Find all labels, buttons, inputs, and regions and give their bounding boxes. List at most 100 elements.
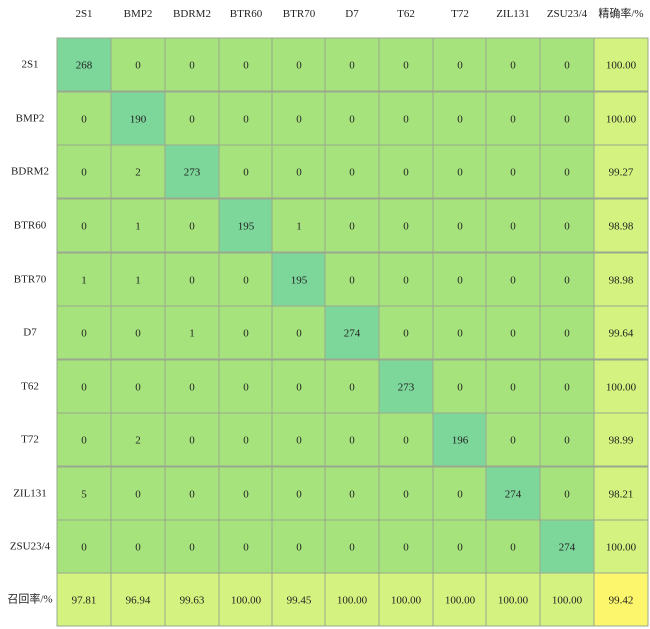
matrix-cell-value: 0 [457, 275, 463, 287]
diagonal-cell-value: 190 [130, 114, 147, 126]
diagonal-cell-rect [378, 359, 434, 414]
precision-cell-value: 98.98 [609, 221, 634, 233]
matrix-cell-value: 0 [349, 114, 355, 126]
matrix-cell-value: 0 [189, 489, 195, 501]
recall-cell-value: 96.94 [126, 595, 151, 607]
column-label: ZIL131 [496, 8, 530, 20]
precision-cell-rect [593, 466, 649, 521]
precision-cell-rect [593, 144, 649, 199]
matrix-cell-value: 0 [403, 489, 409, 501]
matrix-cell-value: 0 [296, 114, 302, 126]
row-label: D7 [23, 327, 37, 339]
matrix-cell-rect [164, 252, 220, 307]
row-label: BTR60 [14, 220, 47, 232]
diagonal-cell-value: 195 [238, 221, 255, 233]
precision-cell-value: 98.99 [609, 435, 634, 447]
recall-cell-value: 100.00 [552, 595, 583, 607]
recall-cell-value: 99.63 [180, 595, 205, 607]
matrix-cell-value: 0 [349, 221, 355, 233]
diagonal-cell-rect [432, 412, 488, 467]
matrix-cell-value: 0 [243, 114, 249, 126]
diagonal-cell-rect [56, 37, 112, 92]
matrix-cell-value: 0 [510, 435, 516, 447]
precision-cell-rect [593, 412, 649, 467]
matrix-cell-rect [164, 519, 220, 574]
matrix-cell-value: 0 [403, 114, 409, 126]
matrix-cell-rect [432, 519, 488, 574]
matrix-cell-value: 0 [189, 275, 195, 287]
recall-cell-rect [324, 572, 380, 627]
matrix-cell-rect [485, 252, 541, 307]
matrix-cell-value: 0 [510, 328, 516, 340]
matrix-cell-rect [56, 91, 112, 146]
precision-cell-rect [593, 305, 649, 360]
recall-cell-rect [110, 572, 166, 627]
matrix-cell-value: 0 [457, 542, 463, 554]
precision-cell-value: 98.98 [609, 275, 634, 287]
matrix-cell-value: 0 [403, 221, 409, 233]
matrix-cell-rect [485, 305, 541, 360]
matrix-cell-value: 0 [564, 328, 570, 340]
overall-accuracy-cell-rect [593, 572, 649, 627]
matrix-cell-value: 0 [457, 60, 463, 72]
recall-cell-rect [56, 572, 112, 627]
diagonal-cell-rect [271, 252, 327, 307]
matrix-cell-rect [56, 519, 112, 574]
row-label: BDRM2 [11, 166, 49, 178]
matrix-cell-rect [324, 198, 380, 253]
matrix-cell-rect [485, 144, 541, 199]
recall-cell-value: 97.81 [72, 595, 97, 607]
row-label: BMP2 [16, 113, 45, 125]
diagonal-cell-value: 196 [452, 435, 469, 447]
column-label: D7 [345, 8, 359, 20]
matrix-cell-rect [539, 412, 595, 467]
matrix-cell-value: 0 [457, 382, 463, 394]
matrix-cell-rect [164, 37, 220, 92]
precision-cell-value: 100.00 [606, 382, 637, 394]
recall-cell-rect [432, 572, 488, 627]
matrix-cell-rect [432, 91, 488, 146]
column-label: 精确率/% [598, 6, 643, 20]
matrix-cell-rect [271, 91, 327, 146]
matrix-cell-value: 0 [243, 489, 249, 501]
precision-cell-value: 100.00 [606, 60, 637, 72]
precision-cell-value: 98.21 [609, 489, 634, 501]
matrix-cell-rect [164, 466, 220, 521]
matrix-cell-value: 0 [510, 275, 516, 287]
matrix-cell-value: 0 [243, 275, 249, 287]
diagonal-cell-rect [164, 144, 220, 199]
matrix-cell-value: 0 [189, 382, 195, 394]
matrix-cell-rect [271, 37, 327, 92]
matrix-cell-rect [271, 305, 327, 360]
matrix-cell-value: 0 [457, 221, 463, 233]
matrix-cell-rect [324, 91, 380, 146]
matrix-cell-value: 0 [135, 489, 141, 501]
matrix-cell-value: 0 [349, 382, 355, 394]
diagonal-cell-rect [324, 305, 380, 360]
column-label: 2S1 [75, 8, 92, 20]
matrix-cell-rect [324, 519, 380, 574]
matrix-cell-value: 0 [189, 435, 195, 447]
matrix-cell-rect [110, 37, 166, 92]
matrix-cell-rect [56, 144, 112, 199]
row-label: T72 [21, 434, 39, 446]
matrix-cell-value: 0 [564, 114, 570, 126]
matrix-cell-value: 1 [296, 221, 302, 233]
matrix-cell-value: 0 [403, 328, 409, 340]
matrix-cell-value: 0 [510, 221, 516, 233]
matrix-cell-rect [539, 466, 595, 521]
matrix-cell-value: 0 [135, 328, 141, 340]
matrix-cell-rect [378, 466, 434, 521]
row-label: ZSU23/4 [10, 541, 51, 553]
matrix-cell-rect [324, 412, 380, 467]
matrix-cell-rect [56, 198, 112, 253]
matrix-cell-value: 0 [243, 382, 249, 394]
matrix-cell-rect [432, 359, 488, 414]
precision-cell-rect [593, 519, 649, 574]
matrix-cell-value: 0 [81, 382, 87, 394]
precision-cell-rect [593, 37, 649, 92]
diagonal-cell-value: 195 [291, 275, 308, 287]
matrix-cell-value: 0 [243, 435, 249, 447]
matrix-cell-value: 0 [135, 542, 141, 554]
